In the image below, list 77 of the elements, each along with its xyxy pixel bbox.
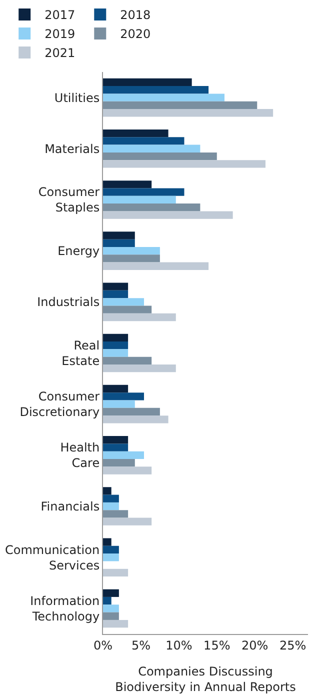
- bar: [103, 538, 112, 546]
- bar: [103, 494, 119, 502]
- bar: [103, 408, 160, 416]
- x-tick-label: 20%: [242, 638, 268, 652]
- bar: [103, 306, 152, 314]
- x-axis-title: Companies Discussing Biodiversity in Annual Reports: [115, 664, 296, 694]
- bar: [103, 436, 128, 444]
- bar: [103, 444, 128, 452]
- bar: [103, 451, 144, 460]
- y-tick-label: Communication Services: [5, 542, 100, 572]
- bar: [103, 392, 144, 400]
- legend-label: 2019: [44, 27, 76, 42]
- bar: [103, 554, 119, 562]
- bar: [103, 466, 152, 474]
- y-tick-label: Information Technology: [30, 594, 100, 624]
- bar: [103, 342, 128, 350]
- y-tick-label: Energy: [58, 244, 100, 258]
- y-tick-label: Industrials: [37, 295, 100, 310]
- bar: [103, 313, 176, 322]
- bar: [103, 239, 135, 247]
- bar: [103, 144, 200, 152]
- bar: [103, 137, 184, 145]
- x-tick-label: 10%: [166, 638, 192, 652]
- y-tick-label: Materials: [44, 142, 100, 156]
- y-tick-label: Financials: [40, 499, 100, 514]
- bar: [103, 196, 176, 204]
- y-tick-label: Consumer Discretionary: [20, 389, 100, 420]
- bar: [103, 384, 128, 393]
- legend-label: 2020: [120, 27, 151, 42]
- bar: [103, 78, 192, 86]
- bar: [103, 290, 128, 298]
- bar: [103, 596, 112, 605]
- bar: [103, 510, 128, 518]
- bar: [103, 86, 209, 94]
- bar: [103, 282, 128, 290]
- y-tick-label: Consumer Staples: [38, 185, 100, 215]
- x-tick-label: 5%: [131, 638, 150, 652]
- bar: [103, 568, 128, 577]
- legend-label: 2021: [44, 46, 76, 60]
- bar: [103, 109, 274, 117]
- bar: [103, 204, 200, 212]
- x-tick-label: 25%: [279, 638, 306, 652]
- y-tick-label: Health Care: [60, 440, 100, 470]
- x-tick-label: 0%: [93, 638, 113, 652]
- bar: [103, 180, 152, 188]
- bar: [103, 349, 128, 357]
- bar: [103, 152, 217, 160]
- bar: [103, 334, 128, 342]
- bar: [103, 254, 160, 262]
- legend-label: 2017: [44, 8, 76, 22]
- bar: [103, 459, 135, 467]
- bar: [103, 487, 112, 495]
- bar: [103, 589, 119, 597]
- bar: [103, 604, 119, 612]
- bar: [103, 188, 184, 196]
- bar: [103, 356, 152, 364]
- bar: [103, 502, 119, 510]
- x-tick-label: 15%: [204, 638, 230, 652]
- bar: [103, 416, 168, 424]
- y-tick-label: Real Estate: [62, 338, 100, 368]
- legend-label: 2018: [120, 8, 151, 22]
- bar: [103, 129, 168, 138]
- bar: [103, 612, 119, 620]
- bar: [103, 400, 135, 408]
- bar: [103, 160, 266, 168]
- bar: [103, 546, 119, 554]
- bar: [103, 246, 160, 255]
- bar: [103, 518, 152, 526]
- y-tick-label: Utilities: [54, 90, 100, 105]
- bar: [103, 101, 258, 110]
- bar: [103, 211, 233, 219]
- bar: [103, 298, 144, 306]
- bar: [103, 620, 128, 628]
- bar: [103, 364, 176, 372]
- bar: [103, 232, 135, 240]
- bar: [103, 94, 224, 102]
- bar: [103, 262, 209, 270]
